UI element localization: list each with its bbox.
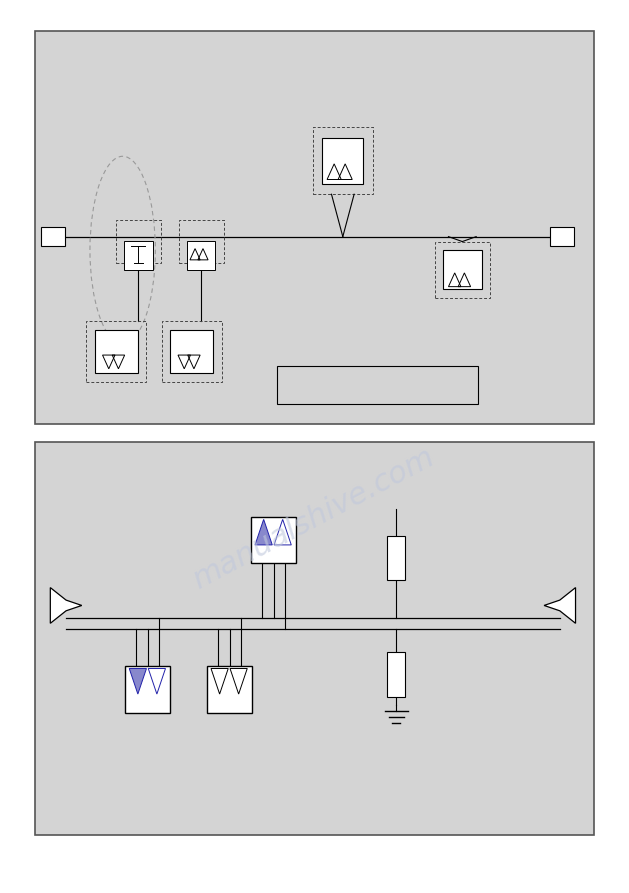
Bar [41,227,65,246]
Bar [323,138,364,184]
Bar [313,128,372,195]
Polygon shape [544,588,576,623]
Bar [187,241,215,270]
Bar [179,220,224,263]
Bar [443,250,482,289]
Bar [35,442,594,835]
Bar [277,366,478,404]
Polygon shape [255,520,272,545]
Bar [387,536,405,580]
Bar [170,330,213,373]
Bar [125,241,153,270]
Bar [387,652,405,697]
Bar [125,666,170,713]
Bar [207,666,252,713]
Bar [35,31,594,424]
Bar [251,517,296,563]
Bar [550,227,574,246]
Bar [87,321,146,382]
Bar [162,321,222,382]
Bar [116,220,161,263]
Polygon shape [129,669,147,694]
Bar [435,242,490,298]
Bar [95,330,138,373]
Polygon shape [50,588,82,623]
Text: manualshive.com: manualshive.com [189,442,440,594]
